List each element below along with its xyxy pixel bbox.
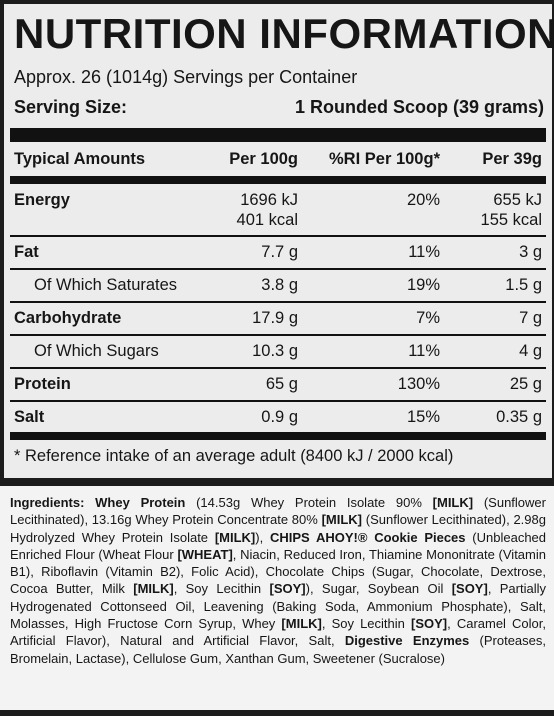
row-sugars-name: Of Which Sugars [34,342,159,360]
ingredient-segment: [SOY] [410,616,448,632]
ingredient-segment: [SOY] [269,581,306,597]
servings-per-container: Approx. 26 (1014g) Servings per Containe… [14,67,358,87]
ingredient-segment: ), [255,529,270,545]
row-carbohydrate-name: Carbohydrate [14,309,122,327]
reference-intake-footnote: * Reference intake of an average adult (… [14,447,454,465]
ingredient-segment: (Sunflower Lecithinated), 2.98g Hydrolyz… [10,512,546,545]
row-energy-ri: 20% [406,191,440,209]
ingredient-segment: , Partially Hydrogenated Cottonseed Oil,… [10,581,546,632]
row-energy-per100-kj: 1696 kJ [240,191,298,209]
header-ri: %RI Per 100g* [329,150,440,168]
row-carbohydrate-per100: 17.9 g [252,309,298,327]
ingredient-segment: (Proteases, Bromelain, Lactase), Cellulo… [10,633,547,666]
row-divider [10,268,546,270]
ingredients-list: Whey Protein (14.53g Whey Protein Isolat… [10,495,546,666]
row-fat-per39: 3 g [519,243,542,261]
row-energy-name: Energy [14,191,70,209]
ingredient-segment: , Niacin, Reduced Iron, Thiamine Mononit… [10,546,546,597]
ingredient-segment: CHIPS AHOY!® Cookie Pieces [269,529,466,545]
row-saturates-name: Of Which Saturates [34,276,178,294]
header-typical-amounts: Typical Amounts [14,150,146,168]
row-saturates-ri: 19% [406,276,440,294]
row-sugars-ri: 11% [408,342,440,360]
row-divider [10,334,546,336]
ingredient-segment: (Sunflower Lecithinated), 13.16g Whey Pr… [10,495,546,528]
row-fat-name: Fat [14,243,39,261]
nutrition-panel: NUTRITION INFORMATION Approx. 26 (1014g)… [4,4,554,478]
thick-divider [10,128,546,142]
page-title: NUTRITION INFORMATION [14,10,554,57]
ingredients-label: Ingredients: [10,495,85,510]
ingredient-segment: (14.53g Whey Protein Isolate 90% [185,495,433,510]
ingredient-segment: (Unbleached Enriched Flour (Wheat Flour [10,529,547,562]
row-divider [10,400,546,402]
ingredient-segment: [MILK] [321,512,363,528]
header-divider [10,176,546,184]
row-carbohydrate-ri: 7% [416,309,440,327]
row-energy-per100-kcal: 401 kcal [236,211,298,229]
row-energy-per39-kj: 655 kJ [493,191,542,209]
row-protein-name: Protein [14,375,71,393]
row-salt-name: Salt [14,408,45,426]
ingredient-segment: [WHEAT] [177,546,233,562]
serving-size-value: 1 Rounded Scoop (39 grams) [294,97,544,117]
ingredient-segment: [MILK] [133,581,174,597]
row-protein-ri: 130% [397,375,440,393]
row-saturates-per100: 3.8 g [261,276,298,294]
ingredient-segment: [MILK] [432,495,474,510]
ingredient-segment: [MILK] [214,529,256,545]
row-fat-per100: 7.7 g [261,243,298,261]
ingredient-segment: , Soy Lecithin [173,581,270,597]
row-salt-per39: 0.35 g [496,408,542,426]
footer-divider [10,432,546,440]
row-carbohydrate-per39: 7 g [519,309,542,327]
row-sugars-per39: 4 g [519,342,542,360]
row-salt-ri: 15% [406,408,440,426]
row-saturates-per39: 1.5 g [505,276,542,294]
ingredient-segment: , Caramel Color, Artificial Flavor), Nat… [10,616,547,649]
header-per-39g: Per 39g [482,150,542,168]
ingredient-segment: ), Sugar, Soybean Oil [305,581,452,597]
serving-size-label: Serving Size: [14,97,128,117]
row-energy-per39-kcal: 155 kcal [480,211,542,229]
ingredient-segment: Digestive Enzymes [344,633,470,649]
ingredients-text: Ingredients: Whey Protein (14.53g Whey P… [10,494,546,667]
bottom-edge [0,710,554,716]
row-protein-per39: 25 g [509,375,542,393]
ingredients-panel: Ingredients: Whey Protein (14.53g Whey P… [0,486,554,716]
row-divider [10,235,546,237]
ingredient-segment: Whey Protein [95,495,186,510]
header-per-100g: Per 100g [229,150,298,168]
row-fat-ri: 11% [408,243,440,261]
ingredient-segment: , Soy Lecithin [321,616,411,632]
row-divider [10,367,546,369]
row-divider [10,301,546,303]
row-sugars-per100: 10.3 g [252,342,298,360]
row-protein-per100: 65 g [265,375,298,393]
ingredient-segment: [SOY] [451,581,488,597]
row-salt-per100: 0.9 g [261,408,298,426]
ingredient-segment: [MILK] [281,616,322,632]
